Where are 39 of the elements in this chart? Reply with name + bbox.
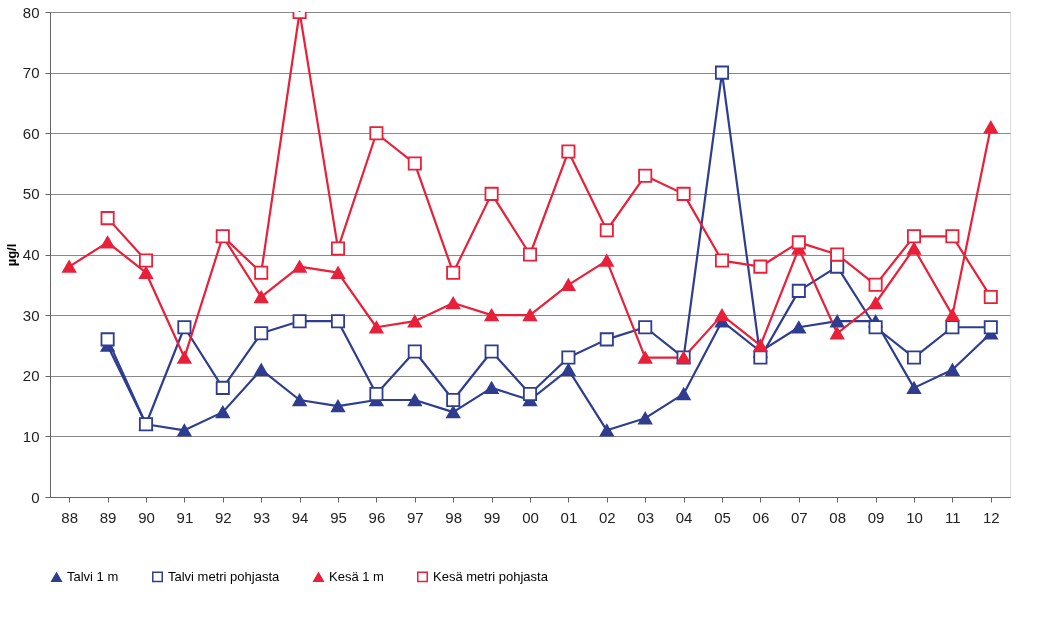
- x-tick-label: 07: [790, 508, 808, 526]
- x-tick-label: 94: [291, 508, 309, 526]
- y-tick-label: 70: [22, 64, 40, 82]
- x-tick-label: 03: [637, 508, 655, 526]
- x-tick-label: 12: [982, 508, 1000, 526]
- x-tick-label: 95: [330, 508, 347, 526]
- y-tick-label: 0: [31, 488, 40, 506]
- x-tick-label: 10: [906, 508, 923, 526]
- x-tick-label: 99: [483, 508, 501, 526]
- y-tick-label: 20: [22, 367, 40, 385]
- x-tick-label: 05: [714, 508, 731, 526]
- y-tick-label: 40: [22, 246, 40, 263]
- x-tick-label: 93: [253, 508, 271, 526]
- x-tick-label: 90: [138, 508, 155, 526]
- x-tick-label: 09: [867, 508, 885, 526]
- x-tick-label: 88: [61, 508, 79, 526]
- legend-label: Talvi 1 m: [67, 569, 119, 585]
- x-tick-label: 08: [829, 508, 847, 526]
- y-tick-label: 10: [22, 427, 40, 445]
- x-tick-label: 00: [522, 508, 539, 526]
- x-tick-label: 91: [176, 508, 194, 526]
- x-tick-label: 97: [406, 508, 424, 526]
- x-tick-label: 04: [675, 508, 693, 526]
- x-tick-label: 92: [214, 508, 232, 526]
- y-tick-label: 30: [22, 306, 40, 324]
- y-tick-label: 80: [22, 3, 40, 21]
- x-tick-label: 11: [945, 508, 961, 526]
- y-tick-label: 60: [22, 124, 40, 142]
- legend-label: Talvi metri pohjasta: [168, 568, 281, 584]
- legend-label: Kesä 1 m: [329, 569, 384, 585]
- x-tick-label: 89: [99, 508, 117, 526]
- y-tick-label: 50: [22, 185, 40, 203]
- y-axis-title: µg/l: [3, 243, 19, 267]
- legend-label: Kesä metri pohjasta: [433, 568, 549, 584]
- x-tick-label: 06: [752, 508, 770, 526]
- x-tick-label: 01: [560, 508, 578, 526]
- x-tick-label: 96: [368, 508, 386, 526]
- x-tick-label: 02: [598, 508, 616, 526]
- x-tick-label: 98: [445, 508, 463, 526]
